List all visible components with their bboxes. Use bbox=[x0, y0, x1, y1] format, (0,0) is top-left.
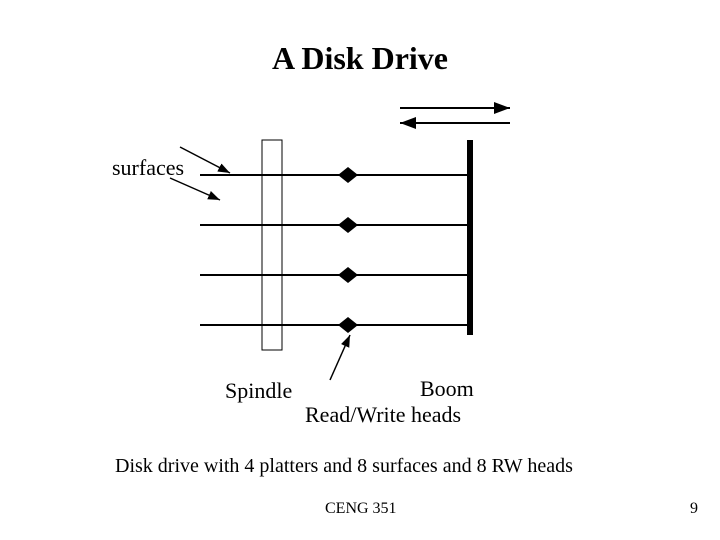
head-4-bot bbox=[338, 325, 358, 333]
head-1-bot bbox=[338, 175, 358, 183]
surfaces-arrow-2 bbox=[170, 178, 220, 200]
head-3-bot bbox=[338, 275, 358, 283]
head-3-top bbox=[338, 267, 358, 275]
surfaces-arrow-1 bbox=[180, 147, 230, 173]
boom-label: Boom bbox=[420, 376, 474, 402]
head-4-top bbox=[338, 317, 358, 325]
head-2-bot bbox=[338, 225, 358, 233]
caption-text: Disk drive with 4 platters and 8 surface… bbox=[115, 455, 573, 478]
page-title: A Disk Drive bbox=[0, 40, 720, 77]
surfaces-label: surfaces bbox=[112, 155, 184, 181]
rw-head-arrow bbox=[330, 335, 350, 380]
spindle-label: Spindle bbox=[225, 378, 292, 404]
page-number: 9 bbox=[690, 500, 698, 518]
head-2-top bbox=[338, 217, 358, 225]
head-1-top bbox=[338, 167, 358, 175]
footer-text: CENG 351 bbox=[325, 500, 397, 518]
rw-heads-label: Read/Write heads bbox=[305, 402, 461, 428]
spindle-shape bbox=[262, 140, 282, 350]
